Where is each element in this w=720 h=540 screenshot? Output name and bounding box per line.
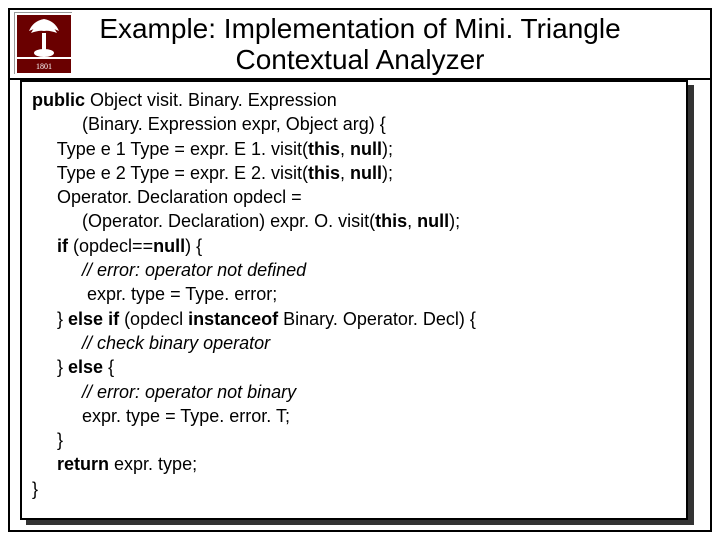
- code-segment: ) {: [185, 236, 202, 256]
- code-segment: instanceof: [188, 309, 278, 329]
- code-segment: }: [57, 430, 63, 450]
- code-segment: (opdecl==: [68, 236, 153, 256]
- slide-title: Example: Implementation of Mini. Triangl…: [10, 14, 710, 76]
- code-box: public Object visit. Binary. Expression …: [20, 80, 688, 520]
- code-line: Type e 1 Type = expr. E 1. visit(this, n…: [32, 137, 676, 161]
- code-segment: );: [382, 139, 393, 159]
- code-segment: Type e 2 Type = expr. E 2. visit(: [57, 163, 308, 183]
- code-segment: expr. type = Type. error. T;: [82, 406, 290, 426]
- code-segment: return: [57, 454, 109, 474]
- code-line: // check binary operator: [32, 331, 676, 355]
- code-segment: if: [57, 236, 68, 256]
- code-segment: null: [153, 236, 185, 256]
- code-segment: this: [308, 139, 340, 159]
- code-segment: (Operator. Declaration) expr. O. visit(: [82, 211, 375, 231]
- code-segment: ,: [407, 211, 417, 231]
- code-segment: );: [449, 211, 460, 231]
- code-segment: Object visit. Binary. Expression: [85, 90, 337, 110]
- code-segment: this: [308, 163, 340, 183]
- university-logo: 1801: [14, 12, 72, 74]
- code-segment: ,: [340, 139, 350, 159]
- code-segment: public: [32, 90, 85, 110]
- code-segment: this: [375, 211, 407, 231]
- code-line: Operator. Declaration opdecl =: [32, 185, 676, 209]
- code-line: expr. type = Type. error. T;: [32, 404, 676, 428]
- code-line: return expr. type;: [32, 452, 676, 476]
- code-segment: // error: operator not binary: [82, 382, 296, 402]
- svg-text:1801: 1801: [36, 62, 52, 71]
- code-line: (Binary. Expression expr, Object arg) {: [32, 112, 676, 136]
- code-segment: else if: [68, 309, 119, 329]
- code-segment: ,: [340, 163, 350, 183]
- code-segment: Operator. Declaration opdecl =: [57, 187, 302, 207]
- code-segment: }: [32, 479, 38, 499]
- code-line: Type e 2 Type = expr. E 2. visit(this, n…: [32, 161, 676, 185]
- code-line: }: [32, 428, 676, 452]
- code-segment: // error: operator not defined: [82, 260, 306, 280]
- code-line: }: [32, 477, 676, 501]
- code-segment: Binary. Operator. Decl) {: [278, 309, 476, 329]
- code-line: } else if (opdecl instanceof Binary. Ope…: [32, 307, 676, 331]
- code-segment: // check binary operator: [82, 333, 270, 353]
- code-line: } else {: [32, 355, 676, 379]
- code-line: if (opdecl==null) {: [32, 234, 676, 258]
- code-segment: Type e 1 Type = expr. E 1. visit(: [57, 139, 308, 159]
- code-segment: }: [57, 309, 68, 329]
- code-line: public Object visit. Binary. Expression: [32, 88, 676, 112]
- code-line: // error: operator not binary: [32, 380, 676, 404]
- code-line: (Operator. Declaration) expr. O. visit(t…: [32, 209, 676, 233]
- code-segment: null: [350, 163, 382, 183]
- code-segment: }: [57, 357, 68, 377]
- header-section: 1801 Example: Implementation of Mini. Tr…: [10, 10, 710, 80]
- palmetto-logo-icon: 1801: [15, 13, 73, 75]
- code-segment: {: [103, 357, 114, 377]
- code-segment: );: [382, 163, 393, 183]
- code-segment: (Binary. Expression expr, Object arg) {: [82, 114, 386, 134]
- code-line: // error: operator not defined: [32, 258, 676, 282]
- code-segment: null: [350, 139, 382, 159]
- code-segment: null: [417, 211, 449, 231]
- code-segment: expr. type = Type. error;: [82, 284, 277, 304]
- code-segment: expr. type;: [109, 454, 197, 474]
- code-segment: (opdecl: [119, 309, 188, 329]
- code-line: expr. type = Type. error;: [32, 282, 676, 306]
- code-segment: else: [68, 357, 103, 377]
